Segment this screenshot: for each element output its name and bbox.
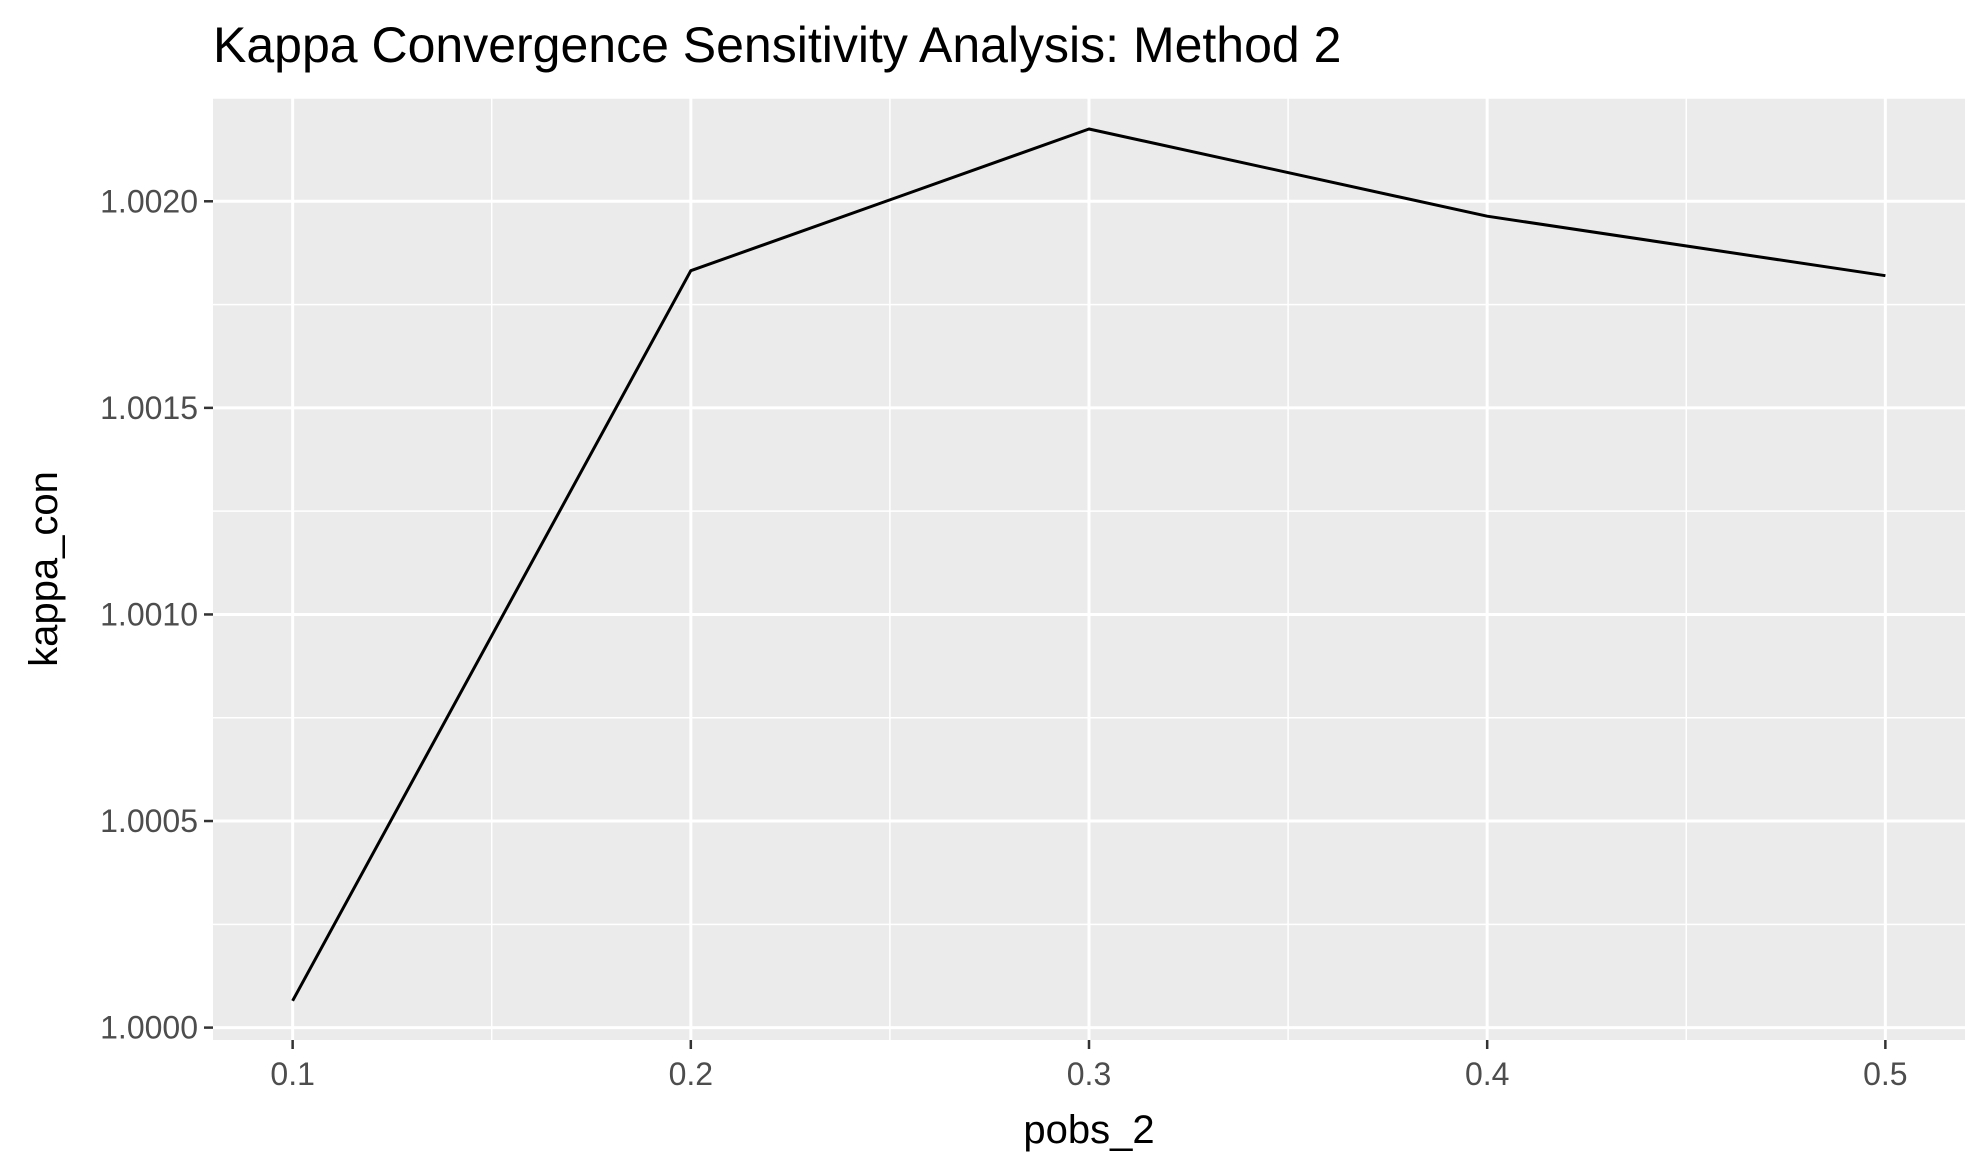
x-tick-label: 0.1 bbox=[270, 1056, 314, 1092]
x-tick-label: 0.3 bbox=[1067, 1056, 1111, 1092]
x-axis-title: pobs_2 bbox=[1023, 1108, 1154, 1152]
series-line bbox=[291, 127, 1886, 1002]
y-tick-label: 1.0005 bbox=[100, 803, 198, 839]
x-tick-label: 0.2 bbox=[669, 1056, 713, 1092]
y-tick-label: 1.0015 bbox=[100, 390, 198, 426]
y-axis-title: kappa_con bbox=[22, 471, 66, 667]
y-tick-label: 1.0000 bbox=[100, 1010, 198, 1046]
y-tick-label: 1.0010 bbox=[100, 596, 198, 632]
x-axis: 0.1 0.2 0.3 0.4 0.5 bbox=[270, 1040, 1908, 1092]
x-tick-label: 0.4 bbox=[1465, 1056, 1509, 1092]
y-tick-label: 1.0020 bbox=[100, 183, 198, 219]
y-axis: 1.0000 1.0005 1.0010 1.0015 1.0020 bbox=[100, 183, 213, 1046]
major-gridlines bbox=[213, 98, 1965, 1040]
x-tick-label: 0.5 bbox=[1863, 1056, 1907, 1092]
chart-title: Kappa Convergence Sensitivity Analysis: … bbox=[213, 17, 1341, 73]
